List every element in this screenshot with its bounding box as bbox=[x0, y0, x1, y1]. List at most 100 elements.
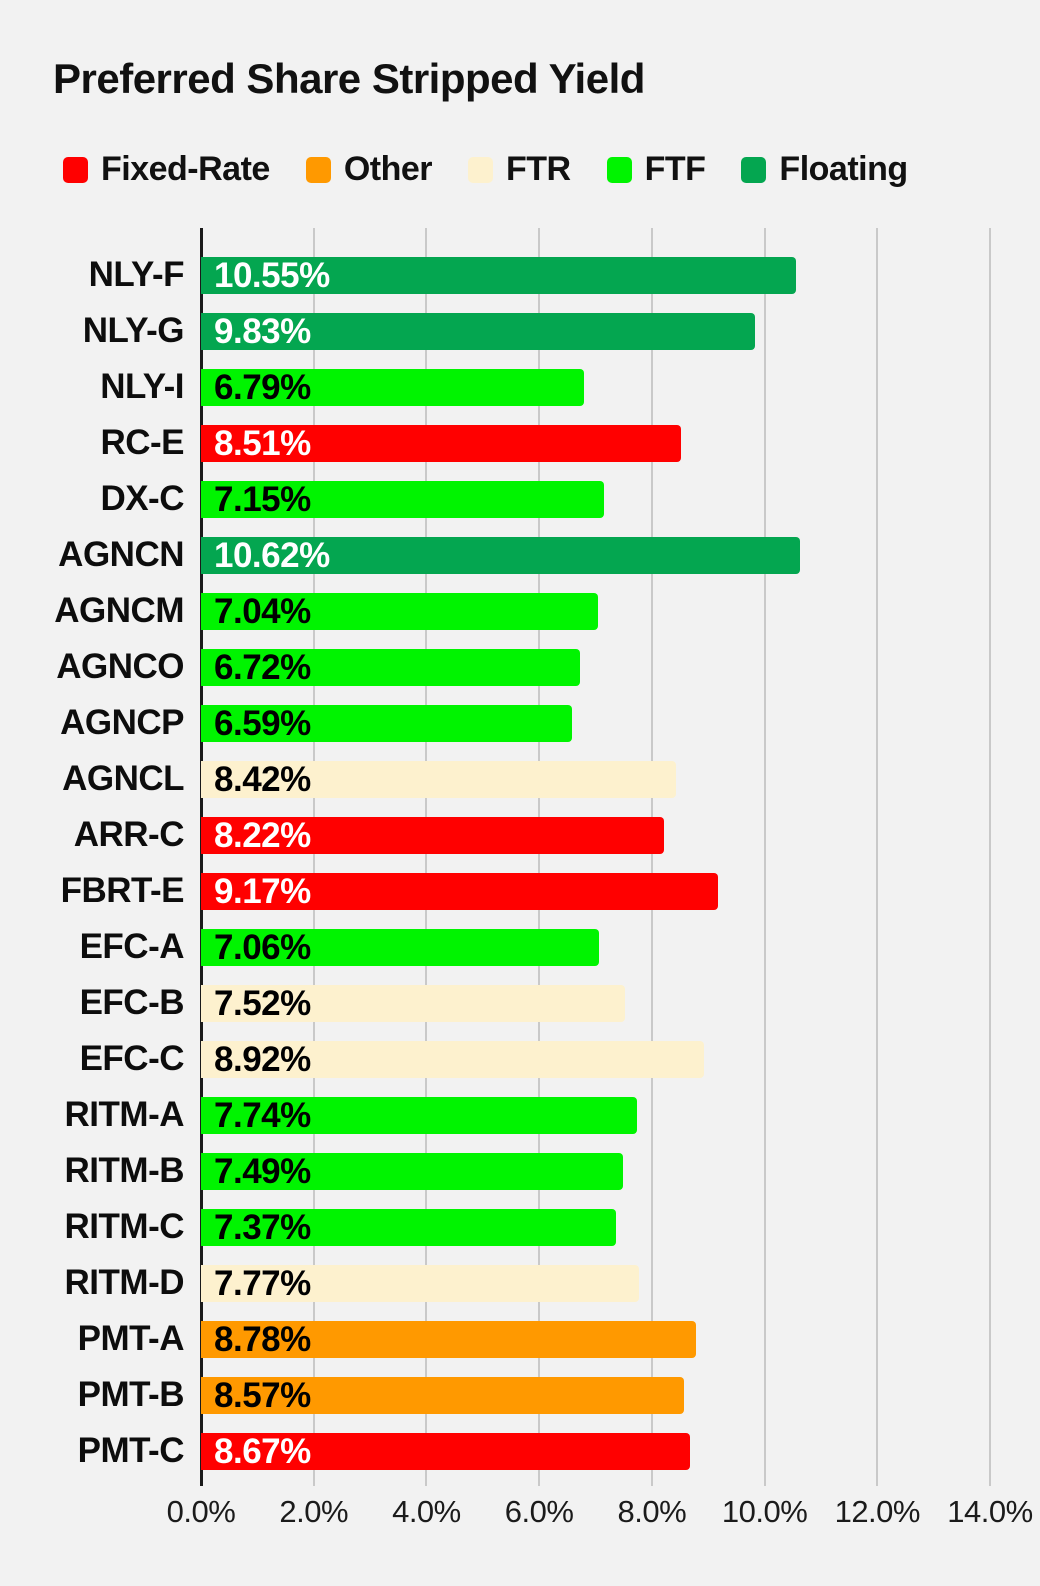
bar-row-ritm-c: RITM-C 7.37% bbox=[0, 1200, 1040, 1256]
bar: 6.59% bbox=[201, 704, 573, 743]
category-label: AGNCO bbox=[56, 647, 184, 686]
legend-swatch bbox=[606, 156, 632, 183]
bar-value-label: 8.51% bbox=[214, 424, 311, 463]
gridline bbox=[876, 228, 879, 1486]
gridline bbox=[650, 228, 653, 1486]
bar-value-label: 8.57% bbox=[214, 1376, 311, 1415]
category-label: AGNCL bbox=[62, 759, 184, 798]
bar-row-nly-g: NLY-G 9.83% bbox=[0, 304, 1040, 360]
bar-row-agncm: AGNCM 7.04% bbox=[0, 584, 1040, 640]
bar: 7.77% bbox=[201, 1264, 639, 1303]
bar-row-dx-c: DX-C 7.15% bbox=[0, 472, 1040, 528]
category-label: EFC-A bbox=[79, 927, 185, 966]
category-label: PMT-B bbox=[77, 1375, 185, 1414]
legend-item-ftr: FTR bbox=[468, 150, 571, 189]
legend-item-floating: Floating bbox=[741, 150, 908, 189]
gridline bbox=[538, 228, 541, 1486]
legend: Fixed-Rate Other FTR FTF Floating bbox=[63, 150, 908, 189]
bar-row-rc-e: RC-E 8.51% bbox=[0, 416, 1040, 472]
x-tick-label: 0.0% bbox=[166, 1494, 236, 1529]
bar-row-pmt-a: PMT-A 8.78% bbox=[0, 1312, 1040, 1368]
bar-row-nly-f: NLY-F 10.55% bbox=[0, 248, 1040, 304]
bar: 7.37% bbox=[201, 1208, 617, 1247]
bar-row-efc-a: EFC-A 7.06% bbox=[0, 920, 1040, 976]
bar: 8.67% bbox=[201, 1432, 690, 1471]
x-tick-label: 14.0% bbox=[947, 1494, 1033, 1529]
category-label: EFC-B bbox=[79, 983, 185, 1022]
legend-item-fixed-rate: Fixed-Rate bbox=[63, 150, 270, 189]
legend-swatch bbox=[63, 156, 88, 183]
bar-row-agncl: AGNCL 8.42% bbox=[0, 752, 1040, 808]
bar-value-label: 7.74% bbox=[214, 1096, 311, 1135]
x-tick-label: 12.0% bbox=[834, 1494, 921, 1529]
legend-label: Other bbox=[343, 150, 433, 188]
legend-label: FTR bbox=[506, 150, 571, 188]
bar: 8.78% bbox=[201, 1320, 696, 1359]
bar: 10.55% bbox=[201, 256, 796, 295]
bar: 8.42% bbox=[201, 760, 676, 799]
bar-value-label: 6.59% bbox=[214, 704, 311, 743]
bar-value-label: 8.22% bbox=[214, 816, 311, 855]
bar: 6.79% bbox=[201, 368, 584, 407]
bar: 8.57% bbox=[201, 1376, 684, 1415]
category-label: NLY-F bbox=[88, 255, 185, 294]
legend-label: FTF bbox=[644, 150, 706, 188]
y-axis-line bbox=[200, 228, 203, 1486]
bar-value-label: 7.77% bbox=[214, 1264, 311, 1303]
category-label: RC-E bbox=[100, 423, 184, 462]
category-label: AGNCP bbox=[60, 703, 184, 742]
bar: 7.74% bbox=[201, 1096, 638, 1135]
gridline bbox=[989, 228, 991, 1486]
legend-label: Fixed-Rate bbox=[101, 150, 270, 188]
bar-value-label: 6.79% bbox=[214, 368, 311, 407]
category-label: FBRT-E bbox=[60, 871, 185, 910]
legend-swatch bbox=[741, 156, 767, 183]
bar-row-efc-c: EFC-C 8.92% bbox=[0, 1032, 1040, 1088]
gridline bbox=[763, 228, 766, 1486]
bar-value-label: 9.83% bbox=[214, 312, 311, 351]
bar-value-label: 7.37% bbox=[214, 1208, 311, 1247]
category-label: AGNCM bbox=[54, 591, 184, 630]
bar-row-agncn: AGNCN 10.62% bbox=[0, 528, 1040, 584]
legend-item-ftf: FTF bbox=[606, 150, 706, 189]
category-label: RITM-C bbox=[64, 1207, 185, 1246]
bar-row-agnco: AGNCO 6.72% bbox=[0, 640, 1040, 696]
gridline bbox=[312, 228, 315, 1486]
bar-value-label: 9.17% bbox=[214, 872, 311, 911]
bar-row-nly-i: NLY-I 6.79% bbox=[0, 360, 1040, 416]
bar-value-label: 10.55% bbox=[214, 256, 330, 295]
bar-row-ritm-d: RITM-D 7.77% bbox=[0, 1256, 1040, 1312]
x-tick-label: 8.0% bbox=[617, 1494, 687, 1529]
category-label: AGNCN bbox=[58, 535, 184, 574]
bar: 10.62% bbox=[201, 537, 800, 575]
bar: 8.22% bbox=[201, 816, 665, 855]
bar-value-label: 7.52% bbox=[214, 984, 311, 1023]
bar-row-pmt-b: PMT-B 8.57% bbox=[0, 1368, 1040, 1424]
category-label: PMT-A bbox=[77, 1319, 185, 1358]
bar: 9.17% bbox=[201, 872, 718, 911]
bar-row-pmt-c: PMT-C 8.67% bbox=[0, 1424, 1040, 1480]
bar-value-label: 8.78% bbox=[214, 1320, 311, 1359]
category-label: PMT-C bbox=[77, 1431, 185, 1470]
category-label: NLY-I bbox=[100, 367, 184, 406]
chart-title: Preferred Share Stripped Yield bbox=[53, 55, 645, 102]
bar-value-label: 8.42% bbox=[214, 760, 311, 799]
legend-swatch bbox=[305, 156, 331, 183]
bar-value-label: 7.15% bbox=[214, 480, 311, 519]
bar: 7.52% bbox=[201, 984, 625, 1023]
x-axis: 0.0% 2.0% 4.0% 6.0% 8.0% 10.0% 12.0% 14.0% bbox=[0, 1494, 1040, 1536]
bar-value-label: 8.67% bbox=[214, 1432, 311, 1471]
bar: 6.72% bbox=[201, 649, 580, 687]
bar-value-label: 7.06% bbox=[214, 928, 311, 967]
bar: 7.15% bbox=[201, 480, 604, 519]
category-label: RITM-A bbox=[64, 1095, 185, 1134]
bar-row-efc-b: EFC-B 7.52% bbox=[0, 976, 1040, 1032]
x-tick-label: 10.0% bbox=[721, 1494, 808, 1529]
bar: 9.83% bbox=[201, 312, 755, 351]
legend-swatch bbox=[468, 156, 494, 183]
bar-chart: NLY-F 10.55% NLY-G 9.83% NLY-I 6.79% RC-E 8.51%… bbox=[0, 228, 1040, 1486]
gridline bbox=[425, 228, 428, 1486]
category-label: ARR-C bbox=[73, 815, 185, 854]
legend-item-other: Other bbox=[305, 150, 433, 189]
